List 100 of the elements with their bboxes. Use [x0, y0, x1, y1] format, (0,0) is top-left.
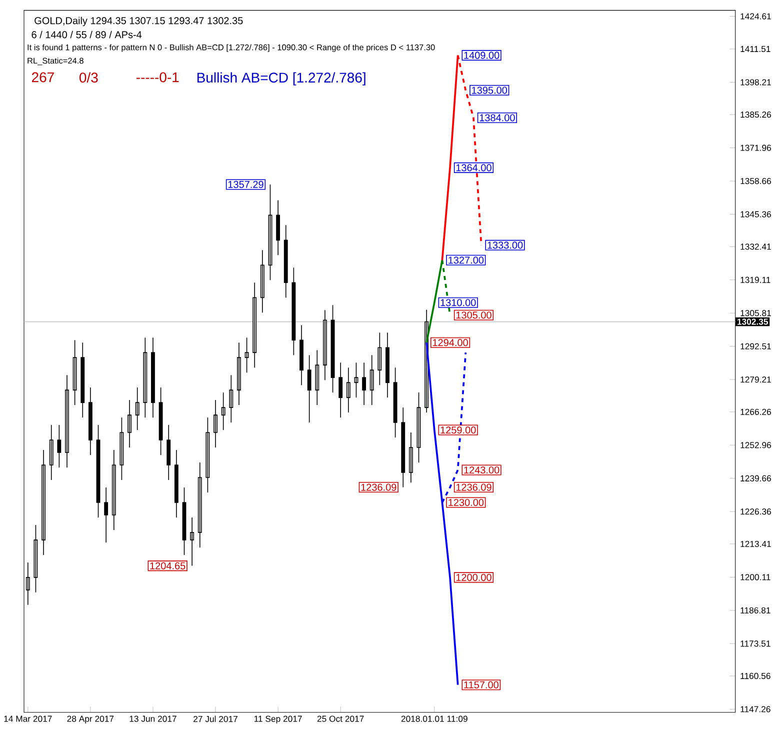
- x-tick-label: 14 Mar 2017: [4, 716, 52, 722]
- data-label: 1409.00: [464, 52, 500, 59]
- candlestick: [143, 337, 148, 418]
- candlestick: [214, 400, 218, 448]
- y-tick-label: 1305.81: [740, 310, 771, 316]
- candlestick: [42, 450, 46, 556]
- candlestick: [378, 332, 382, 386]
- candlestick: [362, 362, 366, 406]
- candlestick: [386, 332, 390, 398]
- candlestick: [370, 354, 374, 406]
- annotation: RL_Static=24.8: [28, 58, 84, 66]
- candlestick: [80, 342, 85, 418]
- x-tick-label: 28 Apr 2017: [67, 716, 114, 724]
- x-tick-label: 11 Sep 2017: [254, 716, 302, 724]
- candlestick: [166, 424, 171, 480]
- y-tick-label: 1226.36: [740, 508, 771, 515]
- candlestick: [408, 432, 413, 483]
- candlestick: [354, 362, 358, 398]
- annotation: It is found 1 patterns - for pattern N 0 - Bullish AB=CD [1.272/.786] - 1090.30 < Range of the prices D < 1137.30: [28, 44, 435, 52]
- y-tick-label: 1411.51: [740, 46, 770, 52]
- candlestick: [346, 367, 350, 413]
- x-tick-label: 27 Jul 2017: [194, 716, 238, 722]
- text: 6 / 1440 / 55 / 89 / APs-4: [32, 30, 142, 38]
- annotation: 1236.09: [361, 484, 396, 491]
- candlestick: [198, 462, 202, 548]
- candlestick: [151, 337, 155, 418]
- y-tick-label: 1200.11: [740, 574, 770, 580]
- annotation: 0/3: [79, 72, 98, 83]
- candlestick: [315, 350, 320, 406]
- y-tick-label: 1332.41: [740, 244, 771, 250]
- candlestick: [338, 362, 343, 418]
- candlestick: [49, 424, 54, 480]
- candlestick: [112, 450, 116, 530]
- ref-line-label: 1302.35: [737, 318, 768, 325]
- y-tick-label: 1345.36: [740, 211, 771, 218]
- annotation: -----0-1: [136, 72, 179, 82]
- candlestick: [65, 374, 69, 468]
- x-tick-label: 13 Jun 2017: [130, 716, 176, 722]
- data-label: 1200.00: [456, 574, 492, 581]
- candlestick: [128, 400, 132, 448]
- data-label: 1333.00: [488, 242, 523, 249]
- data-label: 1294.00: [432, 339, 468, 346]
- y-tick-label: 1292.51: [740, 343, 771, 350]
- data-label: 1230.00: [448, 498, 484, 506]
- data-label: 1243.00: [464, 466, 500, 474]
- y-tick-label: 1160.56: [740, 672, 770, 680]
- candlestick: [88, 387, 92, 456]
- data-label: 1259.00: [440, 426, 476, 434]
- candlestick: [120, 417, 124, 480]
- candlestick: [300, 324, 304, 386]
- data-label: 1310.00: [440, 299, 476, 306]
- y-tick-label: 1398.21: [740, 79, 771, 86]
- data-label: 1305.00: [456, 312, 492, 319]
- y-tick-label: 1252.96: [740, 442, 771, 448]
- candlestick: [237, 342, 241, 406]
- candlestick: [190, 517, 194, 566]
- candlestick: [260, 250, 264, 314]
- y-tick-label: 1424.61: [740, 13, 771, 20]
- data-label: 1395.00: [472, 86, 508, 94]
- candlestick: [206, 417, 210, 493]
- candlestick: [276, 200, 280, 256]
- data-label: 1384.00: [480, 114, 515, 122]
- candlestick: [221, 392, 226, 430]
- candlestick: [229, 374, 234, 423]
- candlestick: [292, 267, 296, 356]
- y-tick-label: 1358.66: [740, 178, 771, 184]
- y-tick-label: 1239.66: [740, 475, 771, 482]
- candlestick: [401, 407, 406, 488]
- candlestick: [244, 337, 249, 373]
- candlestick: [72, 340, 77, 406]
- candlestick: [158, 387, 163, 456]
- annotation: 267: [32, 72, 54, 82]
- y-tick-label: 1173.51: [740, 640, 770, 647]
- candlestick: [322, 310, 327, 380]
- data-label: 1327.00: [448, 256, 484, 264]
- annotation: 1204.65: [150, 562, 186, 570]
- text: GOLD,Daily 1294.35 1307.15 1293.47 1302.35: [34, 16, 243, 26]
- candlestick: [284, 224, 288, 298]
- y-tick-label: 1186.81: [740, 607, 770, 614]
- y-tick-label: 1319.11: [740, 276, 770, 283]
- y-tick-label: 1371.96: [740, 144, 771, 151]
- y-tick-label: 1147.26: [740, 706, 770, 712]
- candlestick: [135, 387, 140, 430]
- x-tick-label: 2018.01.01 11:09: [401, 716, 468, 722]
- candlestick: [252, 282, 257, 368]
- data-label: 1157.00: [464, 681, 498, 688]
- y-tick-label: 1213.41: [740, 540, 771, 547]
- data-label: 1236.09: [456, 484, 492, 491]
- y-tick-label: 1279.21: [740, 376, 771, 383]
- candlestick: [104, 487, 108, 543]
- y-tick-label: 1385.26: [740, 112, 771, 118]
- y-tick-label: 1266.26: [740, 408, 771, 415]
- candlestick: [174, 450, 178, 518]
- candlestick: [57, 424, 62, 468]
- annotation: 1357.29: [228, 180, 264, 188]
- x-tick-label: 25 Oct 2017: [317, 716, 364, 722]
- annotation: Bullish AB=CD [1.272/.786]: [197, 72, 366, 86]
- data-label: 1364.00: [456, 164, 492, 172]
- candlestick: [393, 367, 398, 438]
- candlestick: [307, 354, 312, 423]
